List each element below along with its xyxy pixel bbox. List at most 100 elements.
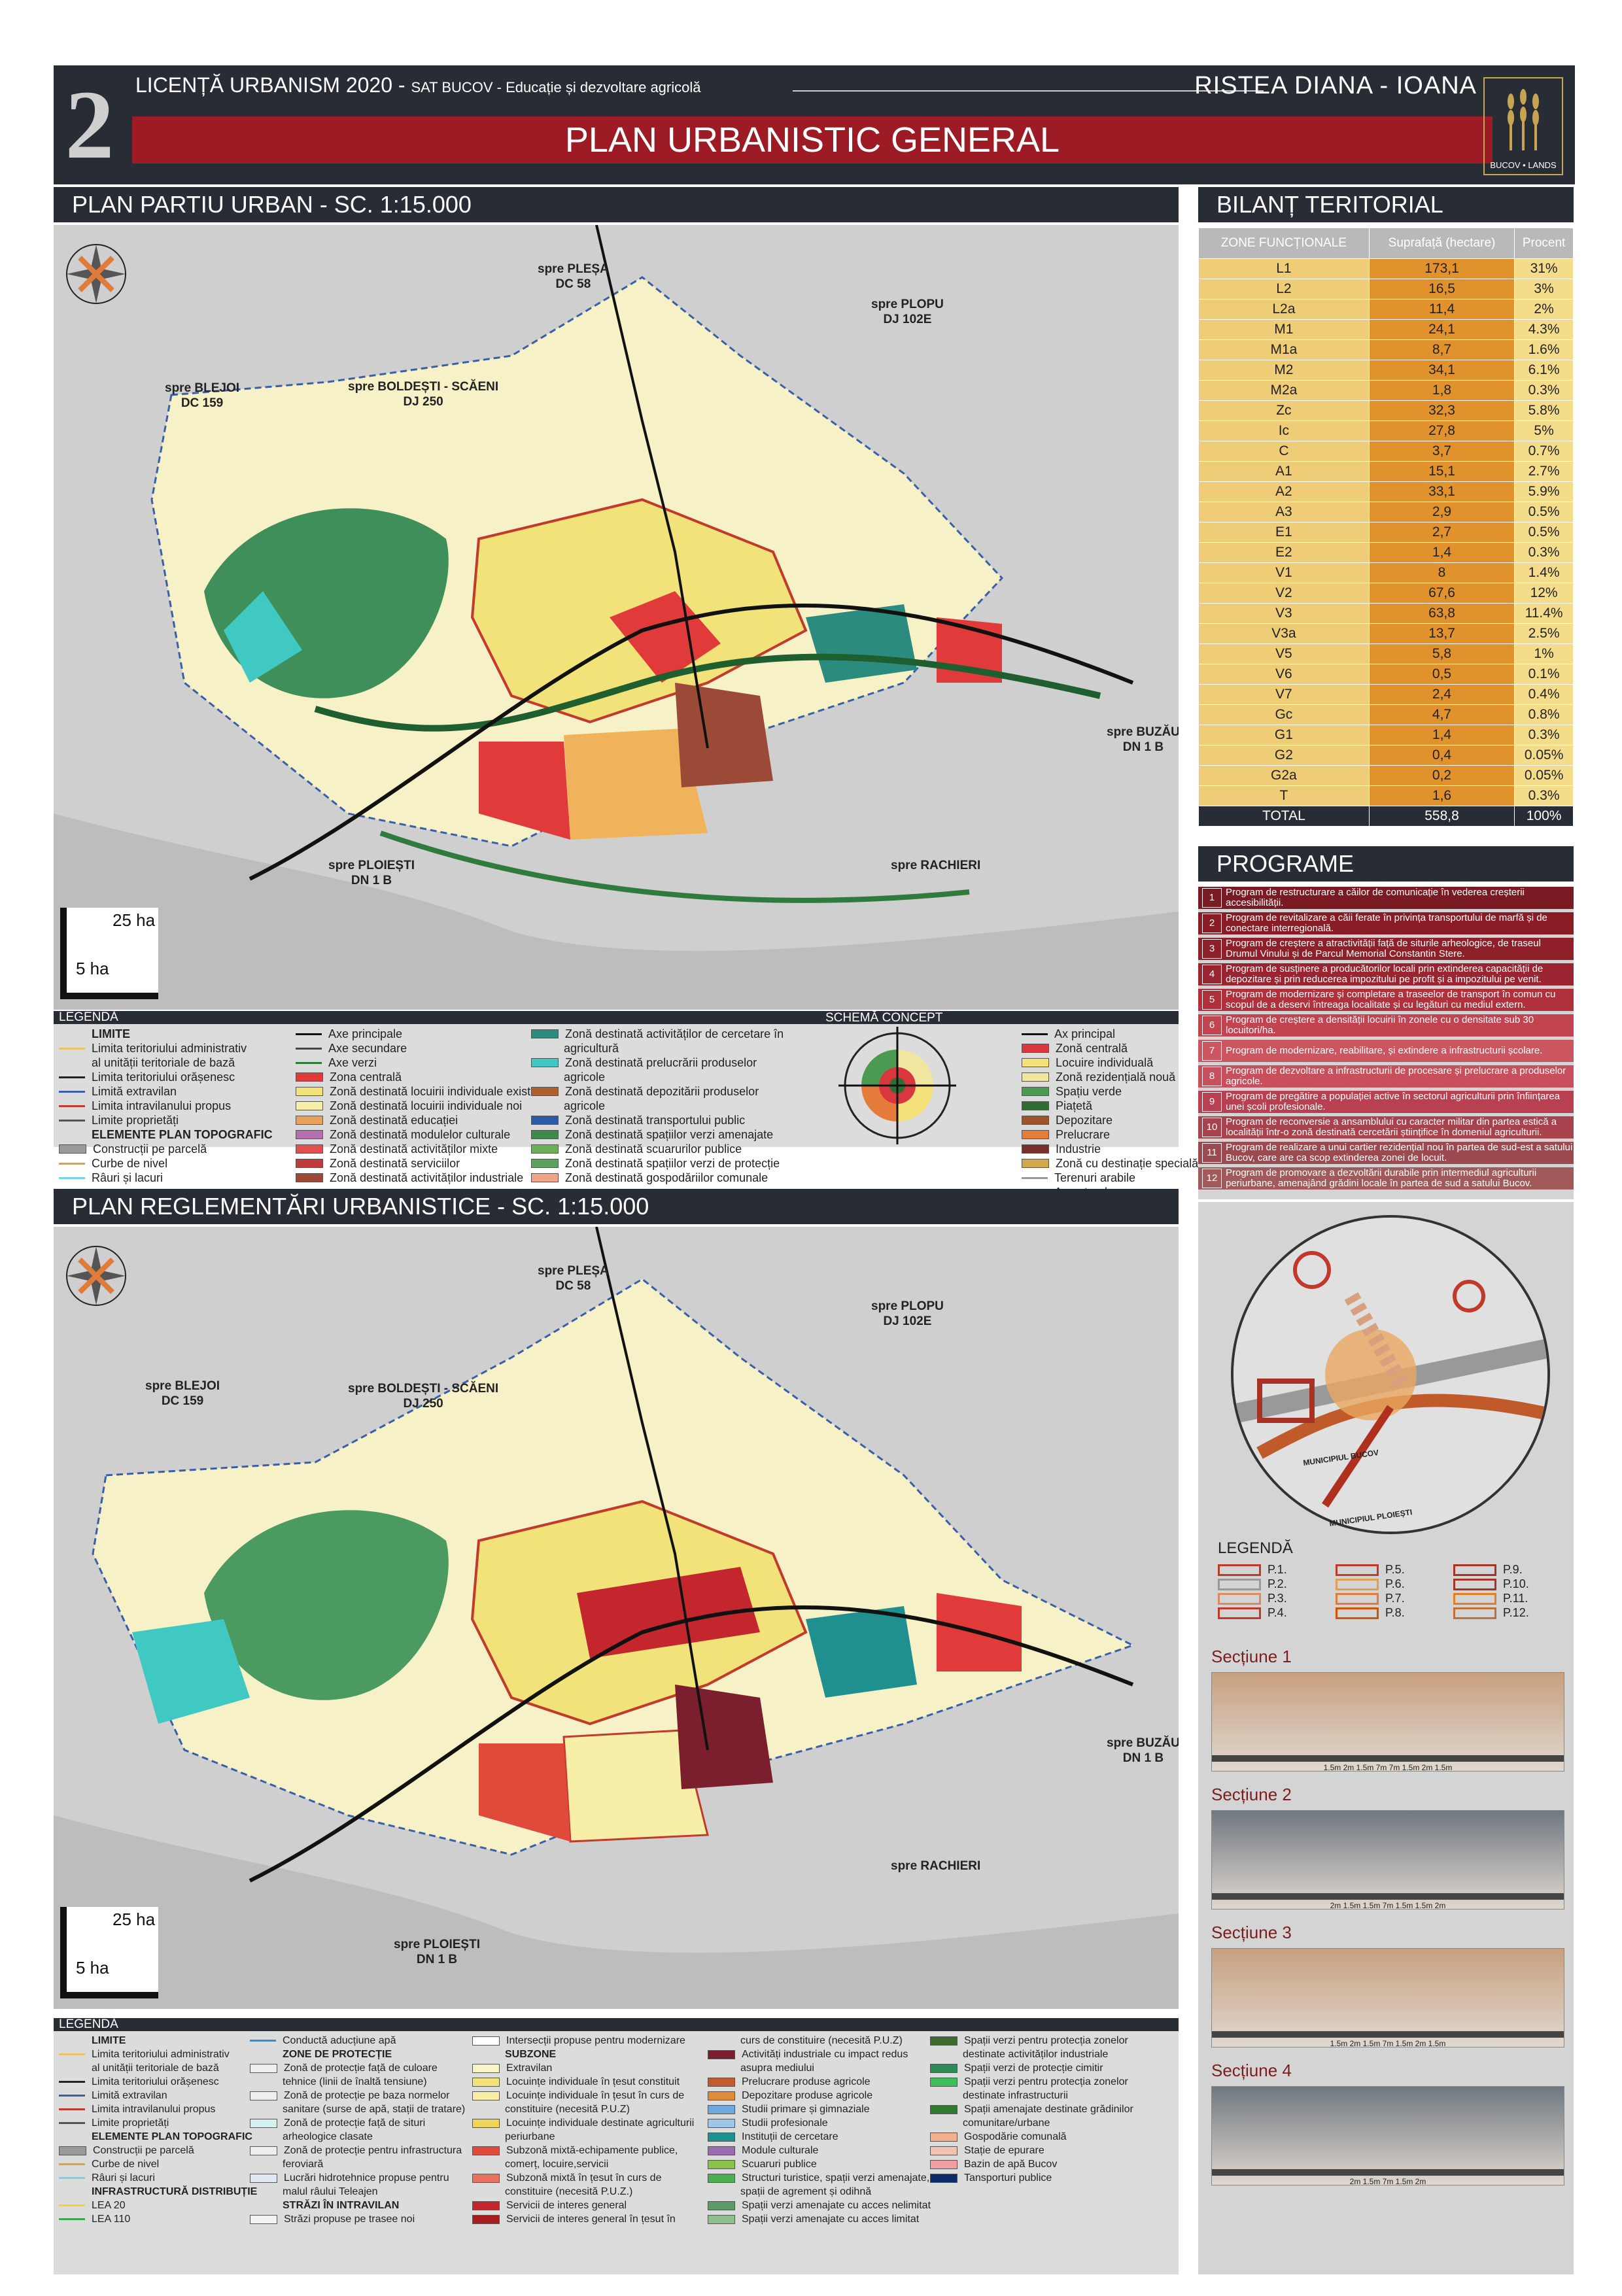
table-row: G2 0,4 0.05%	[1198, 745, 1574, 766]
legend-line	[59, 2218, 85, 2220]
legend-label: Zonă destinată transportului public	[565, 1114, 746, 1127]
legend-swatch	[250, 2214, 277, 2224]
legend-label: Spațiu verde	[1056, 1085, 1122, 1098]
legend-swatch	[296, 1087, 323, 1096]
legend-item: curs de constituire (necesită P.U.Z)	[708, 2034, 943, 2048]
programe-header: PROGRAME	[1198, 846, 1574, 882]
legend-item: constituire (necesită P.U.Z)	[472, 2102, 708, 2116]
legend-swatch	[472, 2214, 500, 2224]
legend-swatch	[531, 1116, 559, 1125]
legend-label: Terenuri arabile	[1054, 1171, 1136, 1184]
label-buzau: spre BUZĂU DN 1 B	[1107, 725, 1179, 754]
table-row: E1 2,7 0.5%	[1198, 522, 1574, 543]
author-name: RISTEA DIANA - IOANA	[1194, 72, 1477, 99]
sections-list: Secțiune 1 1.5m 2m 1.5m 7m 7m 1.5m 2m 1.5…	[1211, 1647, 1564, 2199]
legend-item: Zonă destinată modulelor culturale	[296, 1127, 583, 1142]
legend-swatch	[250, 2118, 277, 2128]
legend-label: tehnice (linii de înaltă tensiune)	[283, 2076, 427, 2087]
legend-swatch	[708, 2173, 735, 2183]
table-row: Gc 4,7 0.8%	[1198, 704, 1574, 725]
legend-item: Zonă de protecție pentru infrastructura	[250, 2144, 479, 2157]
legend-label: INFRASTRUCTURĂ DISTRIBUȚIE	[92, 2186, 258, 2197]
partiu-urban-map[interactable]: spre PLEȘA DC 58 spre PLOPU DJ 102E spre…	[54, 225, 1179, 1010]
table-cell: 5.9%	[1514, 481, 1574, 502]
legend-line	[59, 2053, 85, 2055]
legend-item: Activități industriale cu impact redus	[708, 2048, 943, 2061]
legend-label: Axe verzi	[328, 1056, 377, 1069]
program-text: Program de restructurare a căilor de com…	[1226, 887, 1525, 908]
program-symbol: P.3.	[1218, 1592, 1287, 1605]
label-boldesti-2: spre BOLDEȘTI - SCĂENI DJ 250	[348, 1382, 499, 1411]
table-cell: 1,4	[1368, 542, 1515, 563]
legend-swatch	[472, 2118, 500, 2128]
program-symbol-icon	[1336, 1592, 1379, 1605]
legend-item: Axe secundare	[296, 1041, 583, 1055]
concept-title: SCHEMĂ CONCEPT	[825, 1011, 943, 1025]
legend-swatch	[930, 2077, 958, 2087]
program-symbol: P.1.	[1218, 1563, 1287, 1577]
section-title: Secțiune 2	[1211, 1785, 1292, 1804]
program-item: 3 Program de creștere a atractivității fa…	[1198, 938, 1574, 960]
program-text: Program de modernizare, reabilitare, și …	[1226, 1045, 1543, 1056]
table-cell: 32,3	[1368, 400, 1515, 421]
legend-item: Spații verzi amenajate cu acces nelimita…	[708, 2199, 943, 2212]
legend-item: ELEMENTE PLAN TOPOGRAFIC	[59, 1127, 294, 1142]
legend-item: Zonă destinată locuirii individuale noi	[296, 1099, 583, 1113]
program-item: 7 Program de modernizare, reabilitare, și…	[1198, 1040, 1574, 1062]
legend-item: Tansporturi publice	[930, 2171, 1179, 2185]
table-cell: 1%	[1514, 643, 1574, 664]
program-number: 11	[1202, 1143, 1222, 1163]
legend-label: al unității teritoriale de bază	[92, 2063, 219, 2074]
legend-item: Terenuri arabile	[1022, 1171, 1179, 1185]
legend-label: feroviară	[283, 2159, 324, 2170]
program-symbol-label: P.5.	[1385, 1563, 1405, 1576]
table-cell: 16,5	[1368, 279, 1515, 300]
legend-label: Servicii de interes general	[506, 2200, 627, 2211]
table-cell: 24,1	[1368, 319, 1515, 340]
legend-swatch	[472, 2077, 500, 2087]
legend-label: Instituții de cercetare	[742, 2131, 838, 2142]
legend-swatch	[1022, 1144, 1049, 1154]
table-cell: E1	[1198, 522, 1370, 543]
reglementari-map[interactable]: spre PLEȘA DC 58 spre PLOPU DJ 102E spre…	[54, 1227, 1179, 2009]
table-cell: 15,1	[1368, 461, 1515, 482]
legend-item: Axe verzi	[296, 1055, 583, 1070]
program-symbol-icon	[1218, 1578, 1261, 1590]
legend-item: Lucrări hidrotehnice propuse pentru	[250, 2171, 479, 2185]
table-cell: 27,8	[1368, 420, 1515, 441]
program-symbol-label: P.11.	[1503, 1592, 1528, 1605]
table-cell: E2	[1198, 542, 1370, 563]
table-cell: 2,9	[1368, 502, 1515, 523]
legend-item: Zonă destinată educației	[296, 1113, 583, 1127]
legend-label: Limita teritoriului orășenesc	[92, 2076, 219, 2087]
legend-swatch	[250, 2146, 277, 2155]
legend-swatch	[472, 2036, 500, 2046]
legend-item: Structuri turistice, spații verzi amenaj…	[708, 2171, 943, 2185]
section-dimensions: 1.5m 2m 1.5m 7m 1.5m 2m 1.5m	[1330, 2039, 1446, 2048]
legend1-title: LEGENDĂ	[54, 1011, 1179, 1024]
table-cell: 1,4	[1368, 725, 1515, 745]
table-cell: 8	[1368, 562, 1515, 583]
table-cell: 12%	[1514, 583, 1574, 604]
legend-line	[59, 1119, 85, 1122]
legend-swatch	[1022, 1087, 1049, 1096]
program-number: 9	[1202, 1092, 1222, 1112]
legend-label: STRĂZI ÎN INTRAVILAN	[283, 2200, 400, 2211]
legend-item: Zonă cu destinație specială	[1022, 1156, 1198, 1171]
legend-swatch	[708, 2214, 735, 2224]
legend-line	[59, 2081, 85, 2083]
total-cell: 100%	[1514, 806, 1574, 827]
legend-swatch	[1022, 1159, 1049, 1168]
label-ploiesti: spre PLOIEȘTI DN 1 B	[328, 859, 415, 887]
table-cell: M2a	[1198, 380, 1370, 401]
program-symbol-label: P.6.	[1385, 1577, 1405, 1590]
legend-item: malul râului Teleajen	[250, 2185, 479, 2199]
legend-item: Prelucrare	[1022, 1127, 1179, 1142]
legend-label: Limite proprietăți	[92, 2117, 169, 2129]
project-title: LICENȚĂ URBANISM 2020	[135, 73, 393, 97]
project-subtitle: SAT BUCOV - Educație și dezvoltare agric…	[411, 79, 701, 95]
legend-label: Piațetă	[1056, 1099, 1093, 1112]
table-cell: V1	[1198, 562, 1370, 583]
label-plopu-2: spre PLOPU DJ 102E	[871, 1299, 944, 1328]
legend-swatch	[250, 2173, 277, 2183]
